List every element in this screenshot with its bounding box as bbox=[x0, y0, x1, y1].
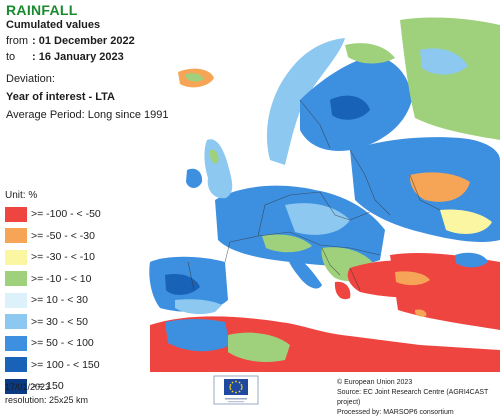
date-from-value: : 01 December 2022 bbox=[32, 35, 135, 47]
region-norway bbox=[266, 38, 345, 165]
map-header: RAINFALL Cumulated values from : 01 Decem… bbox=[6, 2, 176, 121]
region-italy bbox=[287, 252, 322, 289]
region-britain-green bbox=[209, 149, 219, 164]
region-turkey-orange bbox=[395, 271, 430, 286]
legend-item: >= -30 - < -10 bbox=[5, 248, 135, 266]
region-great-britain bbox=[204, 139, 233, 199]
legend-item: >= 100 - < 150 bbox=[5, 356, 135, 374]
region-russia-north-blue bbox=[420, 48, 468, 75]
deviation-label: Deviation: bbox=[6, 73, 55, 85]
footer-copyright: © European Union 2023 bbox=[337, 379, 413, 386]
legend-swatch bbox=[5, 335, 27, 351]
rainfall-map bbox=[149, 17, 500, 372]
footer-right: © European Union 2023 Source: EC Joint R… bbox=[337, 378, 500, 418]
region-iberia-south bbox=[175, 299, 222, 315]
legend-item: >= -10 - < 10 bbox=[5, 270, 135, 288]
legend-swatch bbox=[5, 314, 27, 329]
legend-label: >= -10 - < 10 bbox=[31, 272, 92, 285]
comparison-label: Year of interest - LTA bbox=[6, 91, 116, 103]
footer-left: 17/01/2023 resolution: 25x25 km bbox=[5, 381, 88, 407]
legend-label: >= 30 - < 50 bbox=[31, 315, 88, 328]
legend-swatch bbox=[5, 206, 27, 222]
legend-label: >= 100 - < 150 bbox=[31, 358, 100, 371]
region-ireland bbox=[186, 168, 203, 188]
region-russia-north bbox=[400, 17, 500, 140]
map-legend: Unit: % >= -100 - < -50 >= -50 - < -30 >… bbox=[5, 190, 135, 399]
region-ukraine-dry bbox=[409, 172, 470, 202]
region-caucasus-blue bbox=[455, 252, 488, 268]
legend-label: >= 10 - < 30 bbox=[31, 294, 88, 306]
legend-label: >= -30 - < -10 bbox=[31, 251, 95, 263]
legend-swatch bbox=[5, 357, 27, 372]
legend-label: >= -100 - < -50 bbox=[31, 208, 101, 220]
date-from-row: from : 01 December 2022 bbox=[6, 35, 176, 47]
legend-swatch bbox=[5, 378, 27, 394]
legend-swatch bbox=[5, 271, 27, 286]
legend-label: >= -50 - < -30 bbox=[31, 229, 95, 242]
legend-item: >= 150 bbox=[5, 377, 135, 395]
legend-swatch bbox=[5, 292, 27, 308]
footer-date: 17/01/2023 bbox=[5, 382, 51, 392]
legend-unit: Unit: % bbox=[5, 190, 38, 201]
region-cyprus bbox=[414, 309, 427, 317]
footer-resolution: resolution: 25x25 km bbox=[5, 395, 89, 405]
average-period: Average Period: Long since 1991 bbox=[6, 109, 169, 121]
legend-swatch bbox=[5, 228, 27, 243]
date-from-label: from bbox=[6, 35, 28, 47]
region-north-africa-wet bbox=[165, 319, 230, 352]
region-alps-green bbox=[262, 234, 312, 253]
legend-item: >= 50 - < 100 bbox=[5, 334, 135, 352]
legend-swatch bbox=[5, 249, 27, 265]
region-iceland-green bbox=[186, 73, 204, 82]
region-north-africa bbox=[150, 316, 500, 372]
legend-item: >= 30 - < 50 bbox=[5, 313, 135, 331]
map-subtitle: Cumulated values bbox=[6, 19, 101, 31]
region-iberia-dark bbox=[165, 274, 200, 295]
country-borders bbox=[187, 99, 441, 291]
date-to-row: to : 16 January 2023 bbox=[6, 51, 176, 63]
footer-processed: Processed by: MARSOP6 consortium bbox=[337, 409, 454, 416]
legend-item: >= -100 - < -50 bbox=[5, 205, 135, 223]
region-greece bbox=[334, 281, 351, 300]
eu-logo bbox=[213, 375, 259, 405]
map-title: RAINFALL bbox=[6, 2, 78, 18]
region-north-africa-green bbox=[228, 332, 290, 363]
region-east-yellow bbox=[440, 209, 492, 234]
legend-label: >= 150 bbox=[31, 380, 64, 392]
eu-flag-icon bbox=[213, 375, 259, 405]
region-scandinavia-dark bbox=[330, 95, 370, 120]
region-central-light bbox=[285, 203, 350, 235]
legend-item: >= -50 - < -30 bbox=[5, 227, 135, 245]
legend-item: >= 10 - < 30 bbox=[5, 291, 135, 309]
region-lapland-green bbox=[345, 43, 395, 64]
date-to-label: to bbox=[6, 51, 16, 63]
map-canvas bbox=[149, 17, 500, 372]
legend-label: >= 50 - < 100 bbox=[31, 337, 94, 349]
date-to-value: : 16 January 2023 bbox=[32, 51, 124, 63]
footer-source: Source: EC Joint Research Centre (AGRI4C… bbox=[337, 389, 489, 406]
